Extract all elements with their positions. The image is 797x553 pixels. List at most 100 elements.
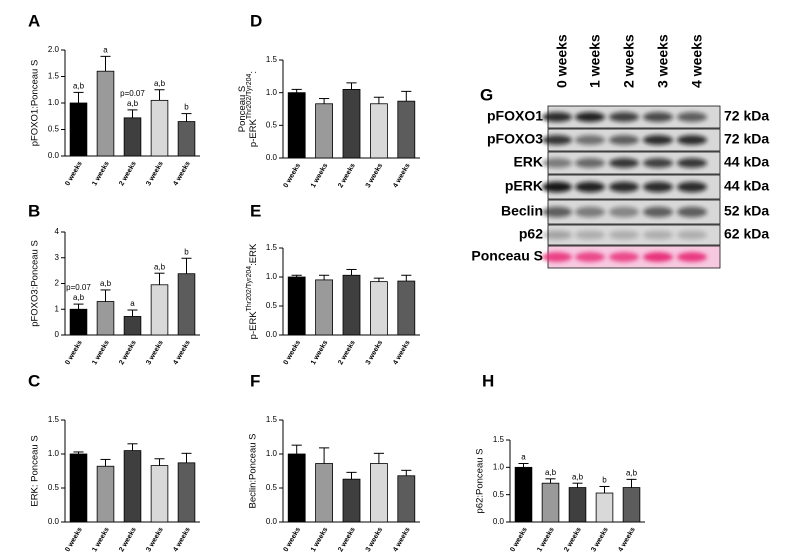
bar — [150, 99, 169, 157]
y-tick-label: 0.5 — [266, 120, 278, 129]
blot-band — [677, 206, 707, 218]
bar — [370, 463, 388, 523]
bar — [150, 284, 169, 336]
significance-label: a — [521, 453, 526, 462]
blot-row-label: Beclin — [501, 203, 543, 219]
bar — [96, 465, 115, 523]
blot-band — [575, 230, 605, 240]
blot-size-label: 72 kDa — [724, 108, 769, 124]
y-axis-label: p-ERKThr202/Tyr204:ERK — [246, 243, 258, 339]
panel-letter: C — [28, 371, 40, 390]
x-tick-label: 3 weeks — [365, 162, 385, 189]
bar — [568, 487, 587, 523]
x-tick-label: 3 weeks — [365, 526, 385, 553]
x-tick-label: 2 weeks — [337, 339, 357, 366]
blot-band — [609, 181, 639, 193]
y-tick-label: 1 — [55, 304, 60, 313]
blot-band — [575, 206, 605, 218]
blot-band — [609, 135, 639, 145]
blot-band — [542, 135, 572, 145]
blot-band — [643, 158, 673, 168]
blot-band — [643, 135, 673, 145]
y-axis-label: Ponceau S — [237, 86, 248, 132]
blot-band — [542, 181, 572, 193]
blot-band — [609, 158, 639, 168]
blot-size-label: 62 kDa — [724, 226, 769, 242]
blot-row-label: pFOXO1 — [487, 108, 543, 124]
bar — [315, 103, 333, 159]
x-tick-label: 4 weeks — [392, 339, 412, 366]
blot-band — [677, 252, 707, 262]
blot-band — [575, 112, 605, 122]
bar — [315, 279, 333, 336]
significance-label: p=0.07 — [66, 283, 91, 292]
blot-column-label: 1 weeks — [587, 34, 603, 88]
significance-label: b — [602, 476, 607, 485]
blot-column-label: 2 weeks — [621, 34, 637, 88]
blot-band — [609, 206, 639, 218]
x-tick-label: 0 weeks — [64, 526, 84, 553]
y-tick-label: 0.0 — [48, 517, 60, 526]
blot-row-label: pFOXO3 — [487, 131, 543, 147]
x-tick-label: 0 weeks — [283, 162, 303, 189]
blot-row-label: Ponceau S — [471, 248, 543, 264]
x-tick-label: 2 weeks — [118, 339, 138, 366]
y-axis-label: pFOXO1:Ponceau S — [30, 60, 41, 147]
panel-letter: E — [250, 201, 261, 220]
y-tick-label: 1.5 — [48, 72, 60, 81]
bar — [96, 301, 115, 336]
bar — [287, 92, 306, 159]
blot-band — [677, 158, 707, 168]
bar — [69, 102, 88, 157]
bar — [370, 103, 388, 159]
x-tick-label: 2 weeks — [337, 162, 357, 189]
bar — [123, 316, 142, 336]
significance-label: a,b — [154, 262, 166, 271]
bar — [541, 482, 560, 523]
x-tick-label: 4 weeks — [617, 526, 637, 553]
y-tick-label: 1.0 — [48, 449, 60, 458]
y-tick-label: 4 — [55, 227, 60, 236]
blot-size-label: 72 kDa — [724, 131, 769, 147]
bar — [69, 453, 88, 523]
y-tick-label: 0.5 — [266, 483, 278, 492]
blot-band — [575, 181, 605, 193]
blot-band — [677, 135, 707, 145]
y-axis-label-part: p-ERK — [248, 118, 259, 147]
bar — [315, 463, 333, 523]
significance-label: a — [103, 45, 108, 54]
y-axis-label-part: Thr202/Tyr204 — [246, 266, 253, 312]
y-tick-label: 1.0 — [266, 272, 278, 281]
x-tick-label: 4 weeks — [172, 339, 192, 366]
x-tick-label: 4 weeks — [392, 162, 412, 189]
x-tick-label: 3 weeks — [145, 339, 165, 366]
x-tick-label: 1 weeks — [310, 162, 330, 189]
x-tick-label: 4 weeks — [172, 526, 192, 553]
x-tick-label: 3 weeks — [365, 339, 385, 366]
panel-letter: A — [28, 11, 40, 30]
blot-band — [575, 158, 605, 168]
blot-column-label: 4 weeks — [689, 34, 705, 88]
y-tick-label: 1.0 — [493, 462, 505, 471]
y-tick-label: 0.5 — [48, 125, 60, 134]
x-tick-label: 0 weeks — [64, 339, 84, 366]
y-axis-label: p-ERKThr202/Tyr204: — [246, 71, 258, 147]
blot-column-label: 0 weeks — [554, 34, 570, 88]
blot-row-label: pERK — [505, 178, 543, 194]
panel-letter: F — [250, 371, 260, 390]
blot-band — [609, 230, 639, 240]
blot-band — [542, 206, 572, 218]
y-tick-label: 2 — [55, 279, 60, 288]
y-tick-label: 1.5 — [266, 243, 278, 252]
x-tick-label: 0 weeks — [283, 526, 303, 553]
bar — [177, 462, 196, 523]
blot-band — [677, 112, 707, 122]
x-tick-label: 1 weeks — [91, 160, 111, 187]
bar — [342, 274, 361, 336]
x-tick-label: 3 weeks — [590, 526, 610, 553]
x-tick-label: 1 weeks — [91, 339, 111, 366]
blot-band — [575, 135, 605, 145]
y-tick-label: 1.0 — [266, 449, 278, 458]
y-axis-label: p62:Ponceau S — [475, 449, 486, 514]
significance-label: a,b — [73, 82, 85, 91]
